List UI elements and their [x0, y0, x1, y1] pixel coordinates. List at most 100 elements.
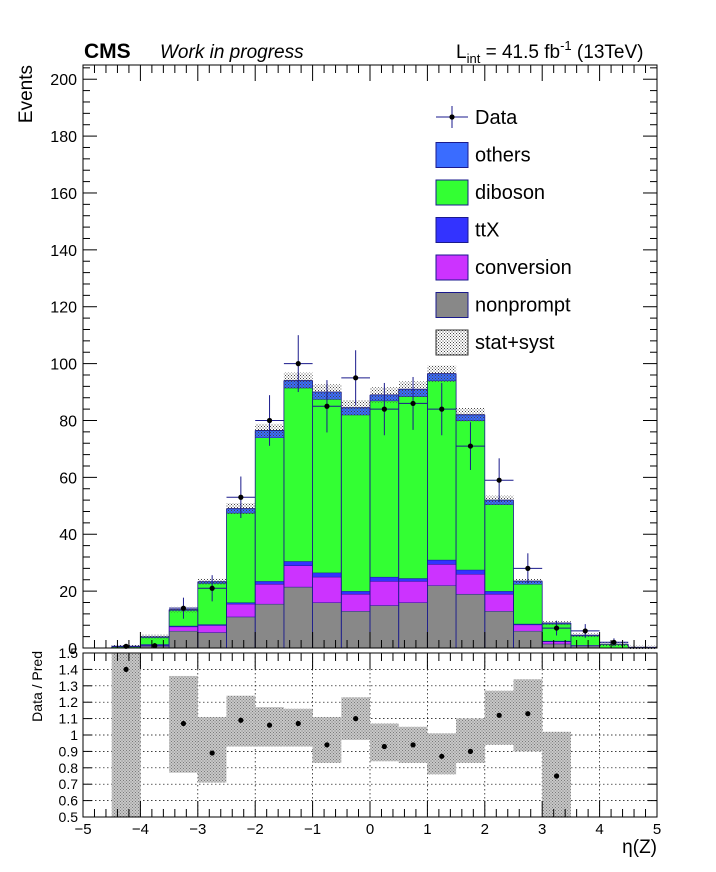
ratio-point-1: [123, 666, 129, 673]
x-tick-label: 0: [366, 821, 374, 838]
data-point-16: [553, 625, 560, 631]
ratio-y-tick-label: 1.5: [59, 645, 79, 661]
bar-nonprompt-10: [370, 605, 399, 648]
legend-label: Data: [475, 107, 518, 129]
ratio-y-tick-label: 0.8: [59, 760, 79, 776]
data-point-6: [266, 417, 273, 424]
bar-ttX-5: [226, 602, 256, 604]
y-axis-title: Events: [16, 65, 37, 123]
bar-conversion-12: [427, 564, 457, 586]
band-bin-13: [456, 407, 485, 422]
bar-diboson-14: [484, 504, 514, 592]
data-point-13: [467, 443, 474, 449]
main-axes: 0 20 40 60 80 100 120 140 160 180 200: [50, 64, 658, 658]
data-point-11: [410, 400, 416, 407]
bar-nonprompt-13: [456, 593, 485, 648]
legend-swatch-others: [435, 142, 469, 168]
uncertainty-band: [111, 365, 657, 650]
bar-ttX-10: [370, 576, 399, 582]
x-tick-label: −3: [189, 821, 206, 838]
ratio-band-bin-7: [283, 708, 313, 747]
ratio-y-tick-label: 0.7: [59, 776, 79, 792]
bar-ttX-7: [283, 561, 313, 566]
bar-conversion-13: [456, 574, 485, 594]
ratio-points: [123, 666, 560, 779]
legend-label: nonprompt: [475, 295, 571, 317]
bar-nonprompt-15: [513, 630, 543, 648]
x-tick-label: 2: [481, 821, 489, 838]
y-tick-label: 160: [50, 186, 77, 203]
band-bin-9: [341, 400, 370, 415]
data-point-17: [582, 628, 588, 634]
ratio-y-tick-label: 0.5: [59, 809, 79, 825]
bar-conversion-5: [226, 603, 256, 617]
ratio-point-6: [266, 722, 273, 728]
bar-conversion-9: [341, 593, 370, 612]
ratio-y-tick-label: 1.3: [59, 678, 79, 694]
data-point-10: [381, 406, 387, 412]
legend-swatch-band: [435, 329, 469, 356]
legend-label: ttX: [475, 220, 499, 242]
bar-nonprompt-9: [341, 611, 370, 648]
legend-label: others: [475, 145, 531, 167]
ratio-y-axis-title: Data / Pred: [29, 651, 45, 722]
ratio-point-14: [496, 712, 502, 718]
band-bin-2: [140, 634, 170, 640]
experiment-label: CMS: [84, 40, 131, 63]
data-point-8: [324, 403, 330, 409]
bar-diboson-9: [341, 414, 370, 592]
ratio-point-11: [410, 742, 416, 748]
bar-nonprompt-8: [312, 602, 342, 648]
bar-diboson-5: [226, 512, 256, 603]
bar-nonprompt-12: [427, 585, 457, 648]
ratio-point-10: [381, 743, 387, 750]
legend-swatch-nonprompt: [435, 292, 469, 318]
y-tick-label: 200: [50, 72, 77, 89]
ratio-band-bin-8: [312, 716, 342, 763]
ratio-y-tick-label: 1.1: [59, 711, 79, 727]
ratio-point-5: [238, 717, 244, 723]
y-tick-label: 140: [50, 243, 77, 260]
data-point-9: [353, 375, 359, 381]
legend-data-marker: [449, 114, 455, 120]
ratio-point-8: [324, 742, 330, 748]
bar-ttX-8: [312, 572, 342, 577]
band-bin-19: [628, 645, 657, 650]
y-tick-label: 80: [59, 413, 77, 430]
bar-ttX-13: [456, 569, 485, 575]
ratio-point-12: [439, 753, 445, 759]
ratio-axes: 0.50.60.70.80.911.11.21.31.41.5−5 −4 −3 −2−…: [59, 645, 662, 838]
y-tick-label: 120: [50, 300, 77, 317]
bar-conversion-4: [197, 625, 227, 633]
data-point-7: [295, 361, 301, 367]
data-point-15: [525, 565, 531, 571]
bar-nonprompt-4: [197, 632, 227, 648]
bar-diboson-7: [283, 387, 313, 562]
data-point-14: [496, 477, 502, 483]
ratio-y-tick-label: 1: [70, 727, 78, 743]
data-point-18: [611, 639, 617, 645]
bar-conversion-8: [312, 576, 342, 603]
ratio-point-16: [553, 773, 560, 779]
lumi-label: Lint = 41.5 fb-1 (13TeV): [456, 38, 643, 66]
bar-nonprompt-16: [542, 643, 571, 648]
bar-ttX-14: [484, 591, 514, 594]
legend-swatch-diboson: [435, 179, 469, 206]
ratio-point-9: [353, 716, 359, 722]
bar-nonprompt-5: [226, 616, 256, 648]
bar-conversion-16: [542, 641, 571, 644]
bar-conversion-6: [255, 584, 284, 604]
x-axis-title: η(Z): [622, 837, 657, 858]
ratio-y-tick-label: 1.2: [59, 694, 79, 710]
y-tick-label: 20: [59, 584, 77, 601]
bar-nonprompt-11: [398, 602, 428, 648]
bar-diboson-2: [140, 637, 170, 645]
legend-label: stat+syst: [475, 332, 555, 354]
data-point-2: [152, 643, 158, 649]
legend-label: diboson: [475, 182, 545, 204]
y-tick-label: 60: [59, 470, 77, 487]
x-tick-label: −5: [74, 821, 91, 838]
bar-conversion-11: [398, 581, 428, 603]
bar-diboson-6: [255, 437, 284, 582]
